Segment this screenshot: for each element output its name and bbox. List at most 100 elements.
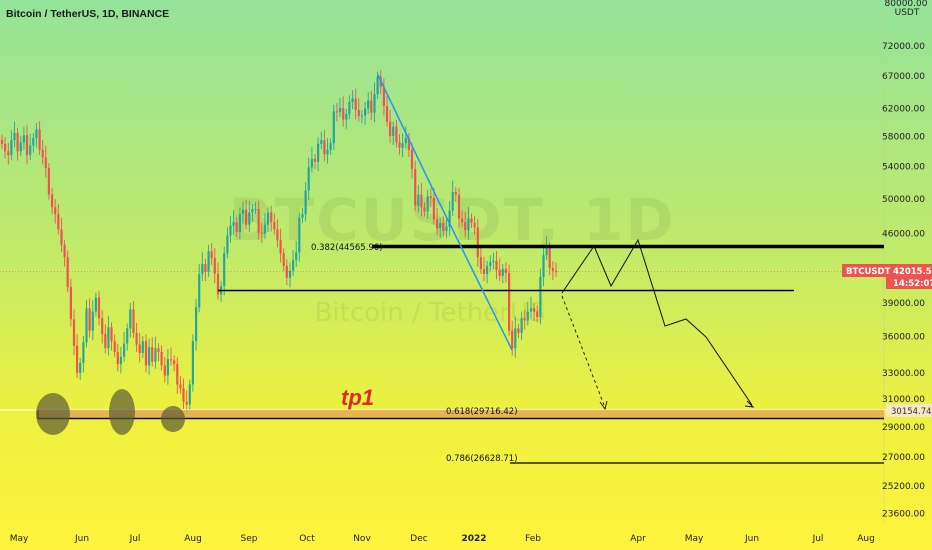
downtrend-line [377, 74, 513, 351]
candle-body [370, 100, 373, 113]
candle-body [401, 143, 404, 148]
candle-body [523, 318, 526, 321]
candle-body [216, 273, 220, 295]
tp1-zone [38, 410, 884, 418]
zone-tag-value: 30154.74 [891, 407, 932, 417]
price-tick-label: 25200.00 [882, 482, 925, 492]
candle-body [32, 138, 35, 146]
candle-body [529, 308, 533, 312]
horizontal-levels [0, 244, 932, 464]
candle-body [420, 194, 423, 208]
candle-body [41, 149, 44, 158]
candle-body [504, 268, 507, 273]
candle-body [16, 133, 19, 152]
candle-body [310, 158, 313, 168]
projection-drawings [377, 74, 755, 411]
candle-body [69, 287, 72, 320]
candle-body [110, 327, 113, 342]
candle-body [166, 359, 169, 376]
current-price-tag: BTCUSDT 42015.58 14:52:07 [842, 264, 932, 289]
candle-body [542, 255, 545, 277]
candle-body [329, 143, 332, 150]
candle-body [7, 151, 10, 156]
zone-tag-bg [886, 404, 932, 417]
candle-body [461, 218, 464, 222]
candle-body [94, 297, 97, 312]
price-tick-label: 72000.00 [882, 42, 925, 52]
candle-body [320, 140, 323, 144]
candle-body [501, 268, 504, 276]
candle-body [207, 251, 210, 272]
candle-body [348, 102, 351, 115]
candle-body [226, 235, 229, 254]
candle-body [169, 359, 173, 361]
candle-body [232, 222, 235, 226]
projection-path [561, 238, 753, 406]
candle-body [138, 344, 141, 354]
candle-body [545, 247, 548, 256]
time-tick-label: Apr [630, 534, 646, 544]
candle-body [482, 268, 486, 274]
candle-body [210, 251, 213, 259]
candle-body [351, 98, 354, 102]
support-bounce-marker [36, 393, 70, 435]
time-tick-label: Jul [812, 534, 824, 544]
candle-body [292, 260, 295, 271]
candle-body [101, 318, 104, 335]
candle-body [188, 384, 191, 405]
candle-body [176, 364, 179, 385]
candle-body [323, 140, 326, 155]
candle-body [10, 140, 13, 155]
candle-body [414, 168, 417, 206]
candle-body [511, 330, 514, 349]
price-tick-label: 31000.00 [882, 395, 925, 405]
candle-body [486, 265, 489, 274]
candle-body [385, 106, 389, 122]
candle-body [301, 214, 304, 218]
candle-body [85, 308, 88, 343]
time-tick-label: 2022 [461, 534, 486, 544]
candle-body [360, 115, 363, 117]
candle-body [4, 143, 7, 152]
candle-body [204, 264, 207, 272]
candle-body [235, 222, 238, 232]
candle-body [79, 362, 82, 373]
candle-body [498, 269, 501, 276]
candle-body [157, 348, 160, 352]
price-tick-label: 39000.00 [882, 299, 925, 309]
candle-body [82, 342, 85, 363]
candle-body [407, 138, 410, 150]
candle-body [201, 264, 204, 274]
candle-body [495, 261, 498, 270]
price-tick-label: 58000.00 [882, 133, 925, 143]
candle-body [439, 222, 442, 229]
candle-body [47, 168, 50, 195]
candle-body [160, 351, 163, 366]
time-tick-label: May [10, 534, 29, 544]
candle-body [473, 222, 476, 228]
candle-body [304, 190, 307, 215]
candle-body [429, 196, 432, 198]
candle-body [517, 328, 520, 333]
candle-body [182, 388, 185, 402]
countdown-tag-value: 14:52:07 [893, 279, 932, 289]
candle-body [492, 261, 495, 262]
candle-body [229, 225, 232, 236]
candle-body [126, 328, 129, 344]
candle-body [332, 111, 335, 144]
candle-body [51, 194, 54, 208]
candle-body [19, 142, 22, 152]
candle-body [451, 192, 454, 211]
fib-0618-label: 0.618(29716.42) [446, 407, 518, 417]
time-tick-label: Jul [129, 534, 141, 544]
symbol-tag-bg [842, 264, 932, 277]
candle-body [526, 311, 529, 321]
candle-body [326, 149, 329, 155]
price-tick-label: 54000.00 [882, 163, 925, 173]
candle-body [539, 276, 542, 318]
candle-body [195, 307, 198, 342]
candle-body [91, 311, 94, 331]
